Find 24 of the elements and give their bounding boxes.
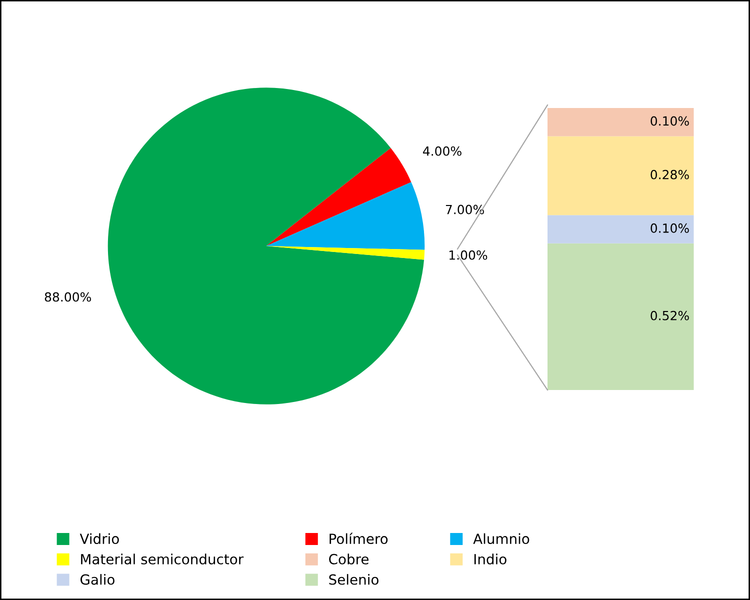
pie-slice xyxy=(266,182,425,250)
data-label: 0.10% xyxy=(650,223,689,233)
data-label: 88.00% xyxy=(44,292,91,302)
pie-slice xyxy=(266,246,425,260)
legend-label: Cobre xyxy=(329,554,369,564)
data-label: 0.10% xyxy=(650,116,689,126)
legend-label: Selenio xyxy=(329,574,378,585)
pie-slice xyxy=(108,88,424,404)
legend-label: Alumnio xyxy=(473,533,530,544)
data-label: 0.28% xyxy=(650,170,689,180)
legend-label: Vidrio xyxy=(80,533,119,544)
data-label: 1.00% xyxy=(450,250,488,260)
data-label: 7.00% xyxy=(446,204,484,214)
legend-label: Polímero xyxy=(330,532,388,544)
data-label: 4.00% xyxy=(423,146,462,156)
bar xyxy=(548,215,694,244)
data-label: 0.52% xyxy=(650,310,689,320)
bar xyxy=(548,243,694,390)
bar xyxy=(548,108,694,136)
legend-label: Material semiconductor xyxy=(81,554,244,564)
legend-label: Galio xyxy=(80,574,114,585)
pie-slice xyxy=(266,148,412,246)
bar xyxy=(548,136,694,216)
legend-label: Indio xyxy=(474,554,506,564)
